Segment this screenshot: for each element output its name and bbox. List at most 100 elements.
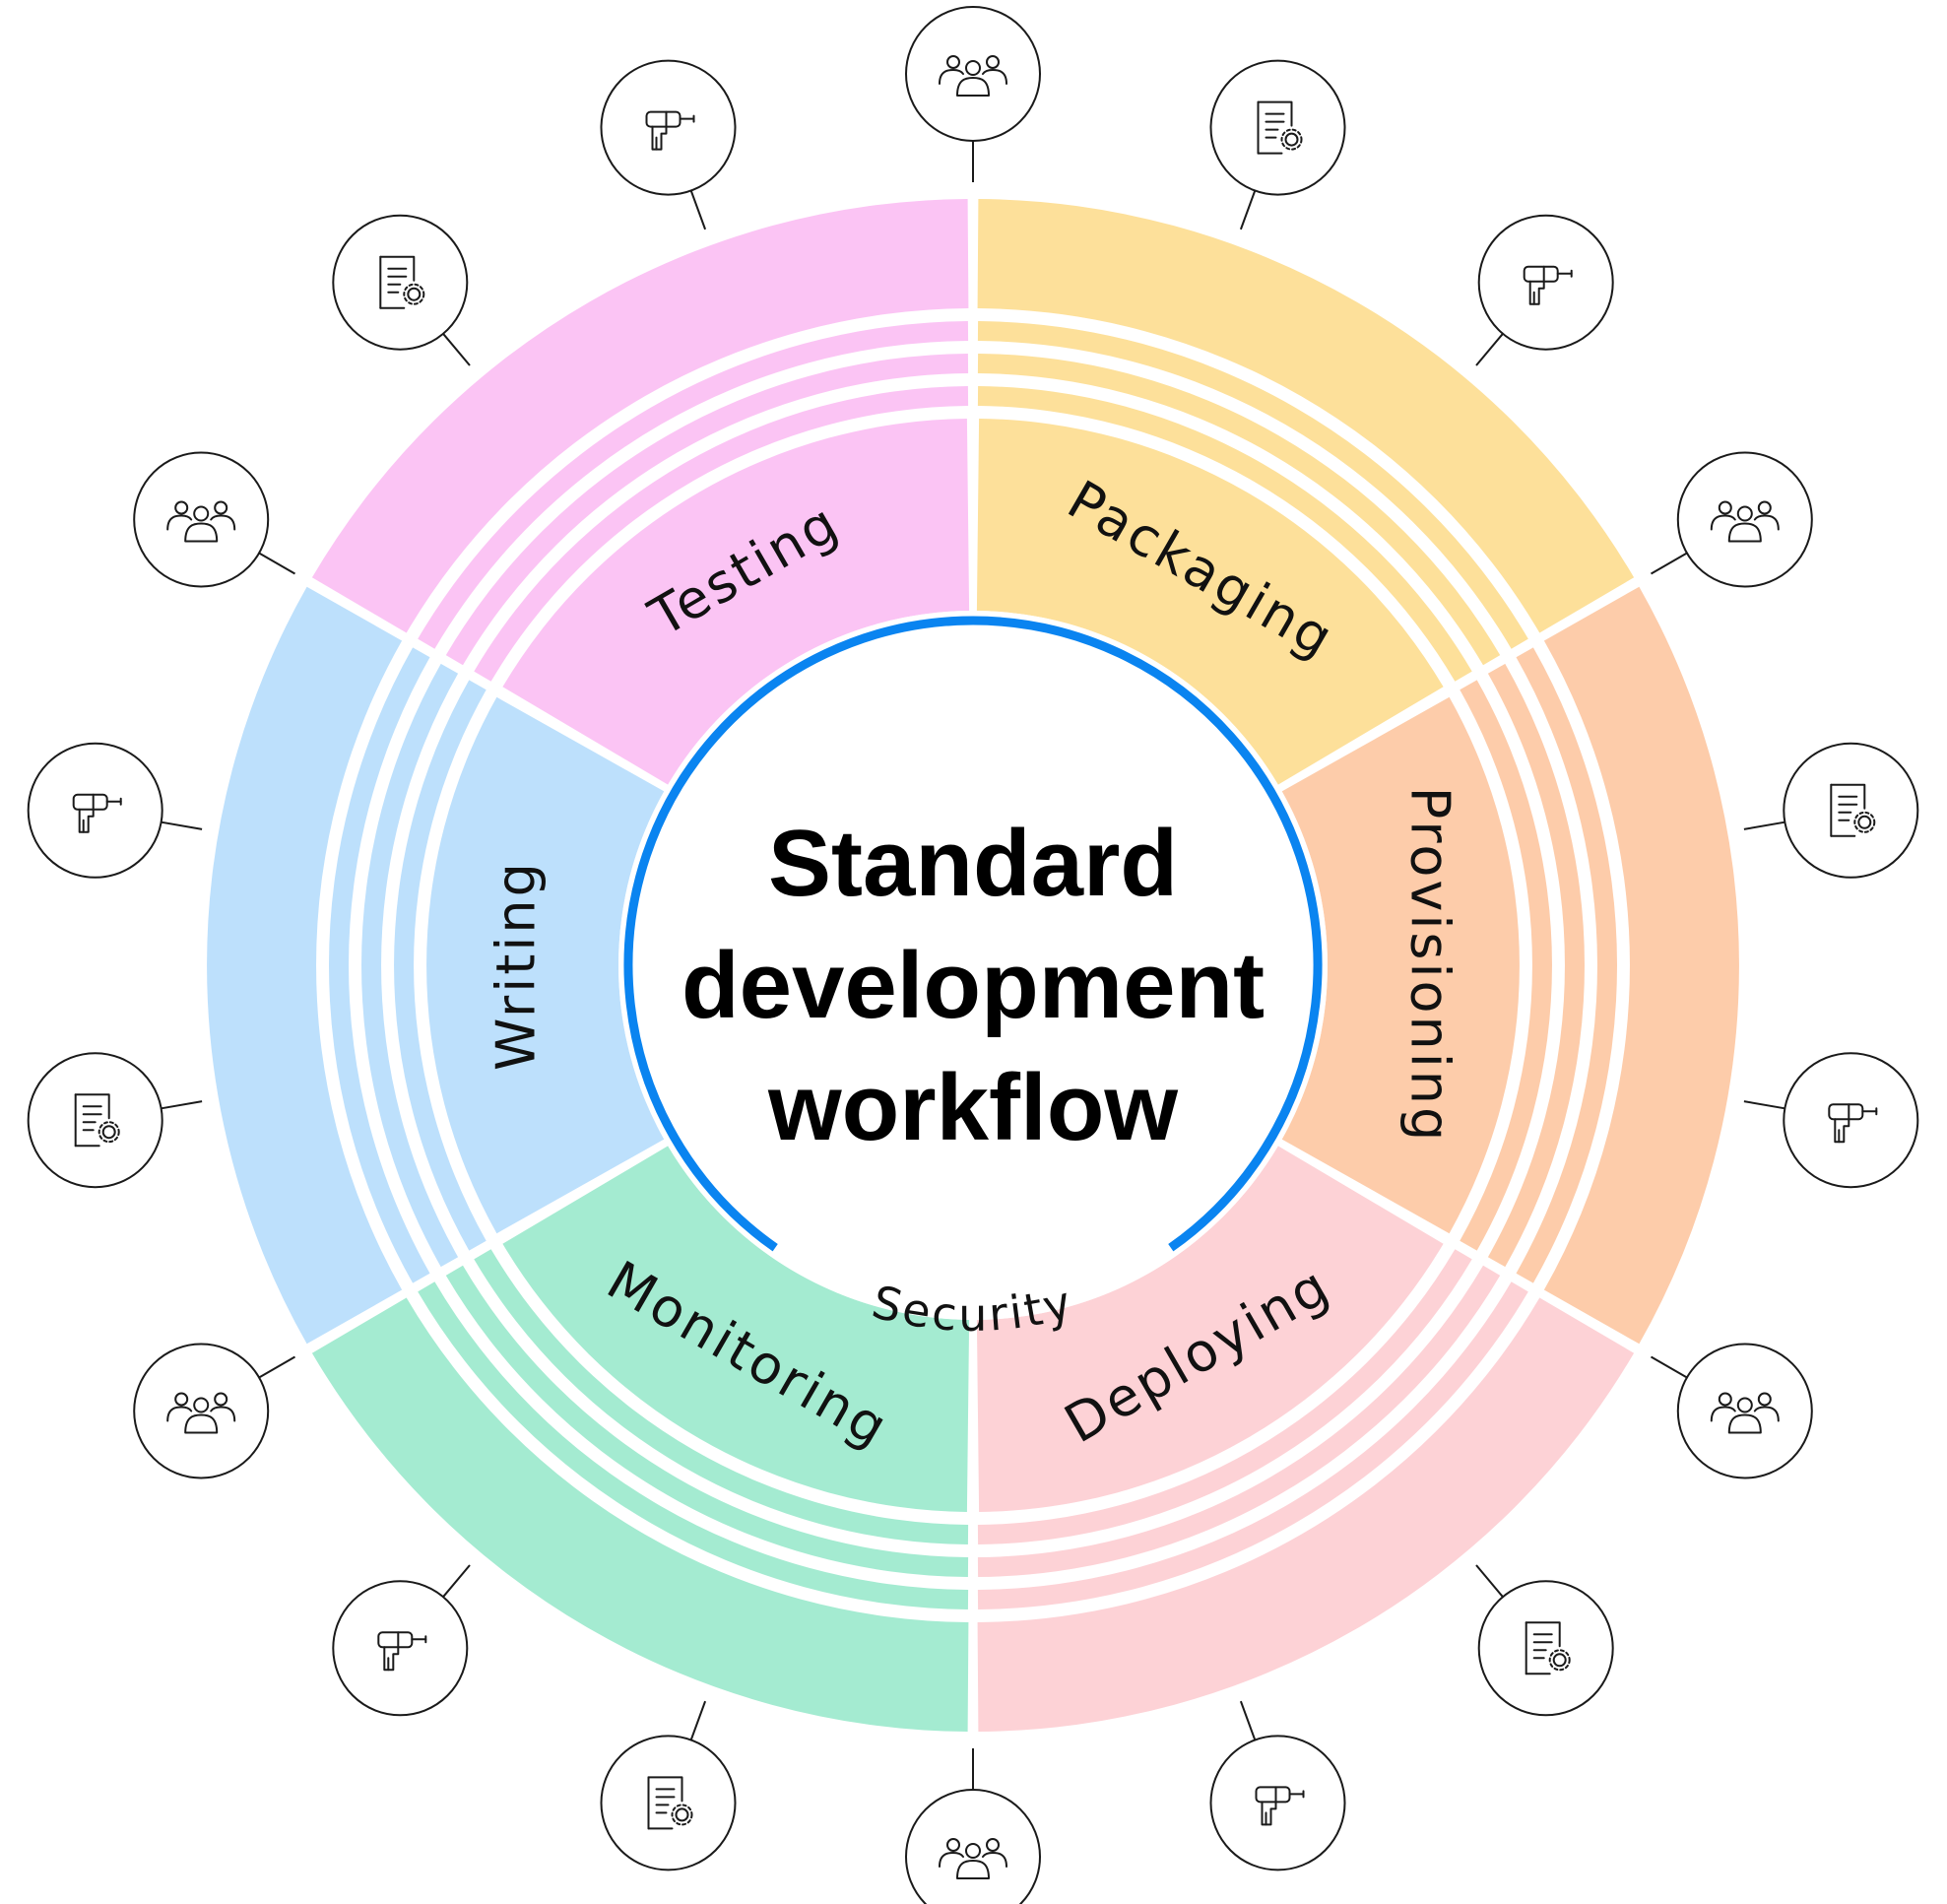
segment-deploying-band-1 [977, 1249, 1472, 1544]
connector-line [258, 552, 295, 575]
document-gear-icon-badge [27, 1052, 203, 1189]
segment-provisioning [1281, 586, 1739, 1345]
connector-line [161, 1100, 203, 1110]
icon-circle [1477, 1580, 1614, 1717]
people-icon [166, 1392, 236, 1434]
people-icon [1710, 500, 1780, 543]
segment-writing [207, 586, 665, 1345]
segment-monitoring [311, 1146, 970, 1732]
segment-monitoring-band-4 [311, 1297, 969, 1732]
segment-provisioning-core [1281, 696, 1520, 1234]
connector-line [1651, 1355, 1688, 1379]
connector-line [161, 821, 203, 830]
segment-provisioning-band-2 [1487, 663, 1585, 1268]
people-icon [1710, 1392, 1780, 1434]
drill-icon-badge [600, 59, 737, 230]
segment-packaging [976, 199, 1635, 785]
segment-deploying-band-3 [977, 1281, 1528, 1609]
segment-writing-band-2 [361, 663, 459, 1268]
document-gear-icon-badge [1475, 1564, 1614, 1717]
document-gear-icon-badge [332, 214, 471, 366]
connector-line [258, 1355, 295, 1379]
segment-testing-band-3 [418, 321, 969, 649]
connector-line [1475, 1564, 1504, 1598]
icon-circle [905, 1789, 1041, 1904]
segment-writing-band-1 [394, 680, 487, 1251]
document-gear-icon-badge [600, 1700, 737, 1871]
diagram-title: Standard development workflow [628, 803, 1318, 1169]
people-icon-badge [1651, 451, 1813, 588]
connector-line [442, 333, 471, 366]
segment-writing-band-3 [328, 647, 430, 1283]
drill-icon-badge [27, 742, 203, 879]
connector-line [1743, 821, 1785, 830]
connector-line [442, 1564, 471, 1598]
document-gear-icon-badge [1209, 59, 1346, 230]
title-line-2: development [681, 933, 1266, 1038]
drill-icon-badge [1743, 1052, 1919, 1189]
people-icon-badge [905, 1748, 1041, 1904]
drill-icon-badge [1209, 1700, 1346, 1871]
people-icon-badge [905, 6, 1041, 182]
document-gear-icon [1525, 1621, 1571, 1675]
title-line-3: workflow [767, 1055, 1178, 1160]
segment-writing-band-4 [207, 586, 403, 1345]
title-line-1: Standard [767, 811, 1179, 916]
connector-line [689, 190, 707, 230]
security-ring [623, 616, 1323, 1252]
segment-testing-core [502, 419, 970, 785]
document-gear-icon [1257, 100, 1303, 155]
segment-packaging-band-2 [977, 354, 1501, 666]
segment-provisioning-band-3 [1516, 647, 1618, 1283]
drill-icon [1255, 1786, 1305, 1826]
document-gear-icon-badge [1743, 742, 1919, 879]
segment-monitoring-band-1 [474, 1249, 969, 1544]
segment-provisioning-band-1 [1460, 680, 1552, 1251]
drill-icon [1523, 265, 1573, 305]
segment-deploying-band-4 [977, 1297, 1635, 1732]
people-icon-badge [1651, 1343, 1813, 1479]
segment-provisioning-band-4 [1543, 586, 1739, 1345]
drill-icon [1828, 1103, 1878, 1144]
segment-deploying [976, 1146, 1635, 1732]
connector-line [1239, 1700, 1257, 1740]
segment-label-provisioning: Provisioning [1398, 787, 1460, 1145]
icon-circle [600, 1735, 737, 1871]
icon-circle [1783, 742, 1919, 879]
document-gear-icon [379, 255, 425, 309]
document-gear-icon [74, 1093, 120, 1148]
drill-icon-badge [332, 1564, 471, 1717]
segment-label-writing: Writing [486, 860, 548, 1071]
segment-deploying-core [976, 1146, 1444, 1512]
segment-testing-band-4 [311, 199, 969, 633]
center-layer: Security [618, 611, 1328, 1342]
icon-circle [332, 214, 469, 351]
segment-monitoring-band-2 [445, 1265, 969, 1577]
segment-packaging-core [976, 419, 1444, 785]
segment-testing-band-1 [474, 386, 969, 682]
drill-icon-badge [1475, 214, 1614, 366]
segment-writing-core [426, 696, 665, 1234]
drill-icon [377, 1631, 427, 1672]
people-icon [166, 500, 236, 543]
people-icon-badge [133, 1343, 295, 1479]
segment-packaging-band-4 [977, 199, 1635, 633]
icons-layer [27, 6, 1919, 1904]
connector-line [1743, 1100, 1785, 1110]
segment-monitoring-band-3 [418, 1281, 969, 1609]
people-icon-badge [133, 451, 295, 588]
segment-packaging-band-3 [977, 321, 1528, 649]
document-gear-icon [1830, 783, 1876, 837]
segment-testing [311, 199, 970, 785]
connector-line [1651, 552, 1688, 575]
people-icon [939, 55, 1007, 97]
connector-line [1239, 190, 1257, 230]
icon-circle [27, 1052, 163, 1189]
segment-packaging-band-1 [977, 386, 1472, 682]
segment-testing-band-2 [445, 354, 969, 666]
people-icon [939, 1838, 1007, 1879]
segment-deploying-band-2 [977, 1265, 1501, 1577]
drill-icon [645, 110, 695, 151]
segment-monitoring-core [502, 1146, 970, 1512]
